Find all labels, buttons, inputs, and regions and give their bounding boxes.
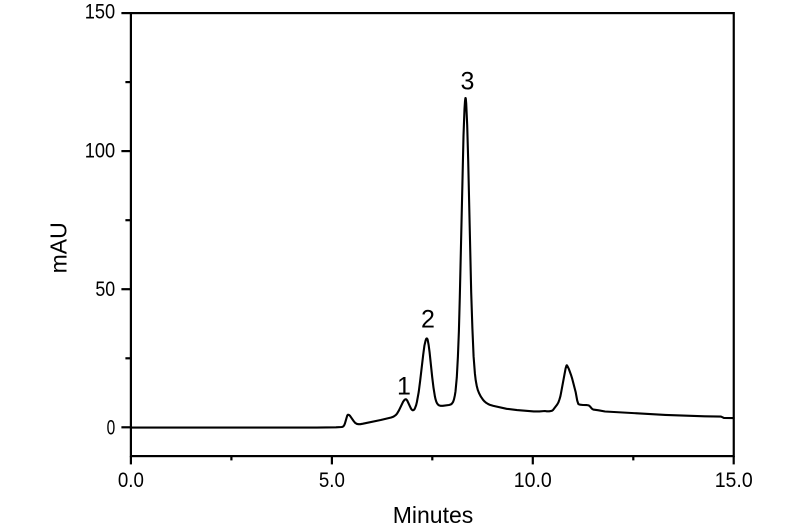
svg-text:10.0: 10.0 — [514, 468, 552, 492]
svg-text:0.0: 0.0 — [118, 468, 144, 492]
svg-text:150: 150 — [85, 0, 115, 24]
svg-text:3: 3 — [460, 67, 474, 95]
svg-text:2: 2 — [421, 306, 435, 334]
svg-text:0: 0 — [107, 415, 116, 439]
svg-text:mAU: mAU — [46, 222, 72, 273]
svg-text:50: 50 — [95, 277, 115, 301]
svg-text:1: 1 — [397, 373, 411, 401]
svg-text:100: 100 — [85, 138, 115, 162]
svg-text:5.0: 5.0 — [319, 468, 345, 492]
svg-text:15.0: 15.0 — [715, 468, 753, 492]
svg-text:Minutes: Minutes — [393, 502, 474, 528]
